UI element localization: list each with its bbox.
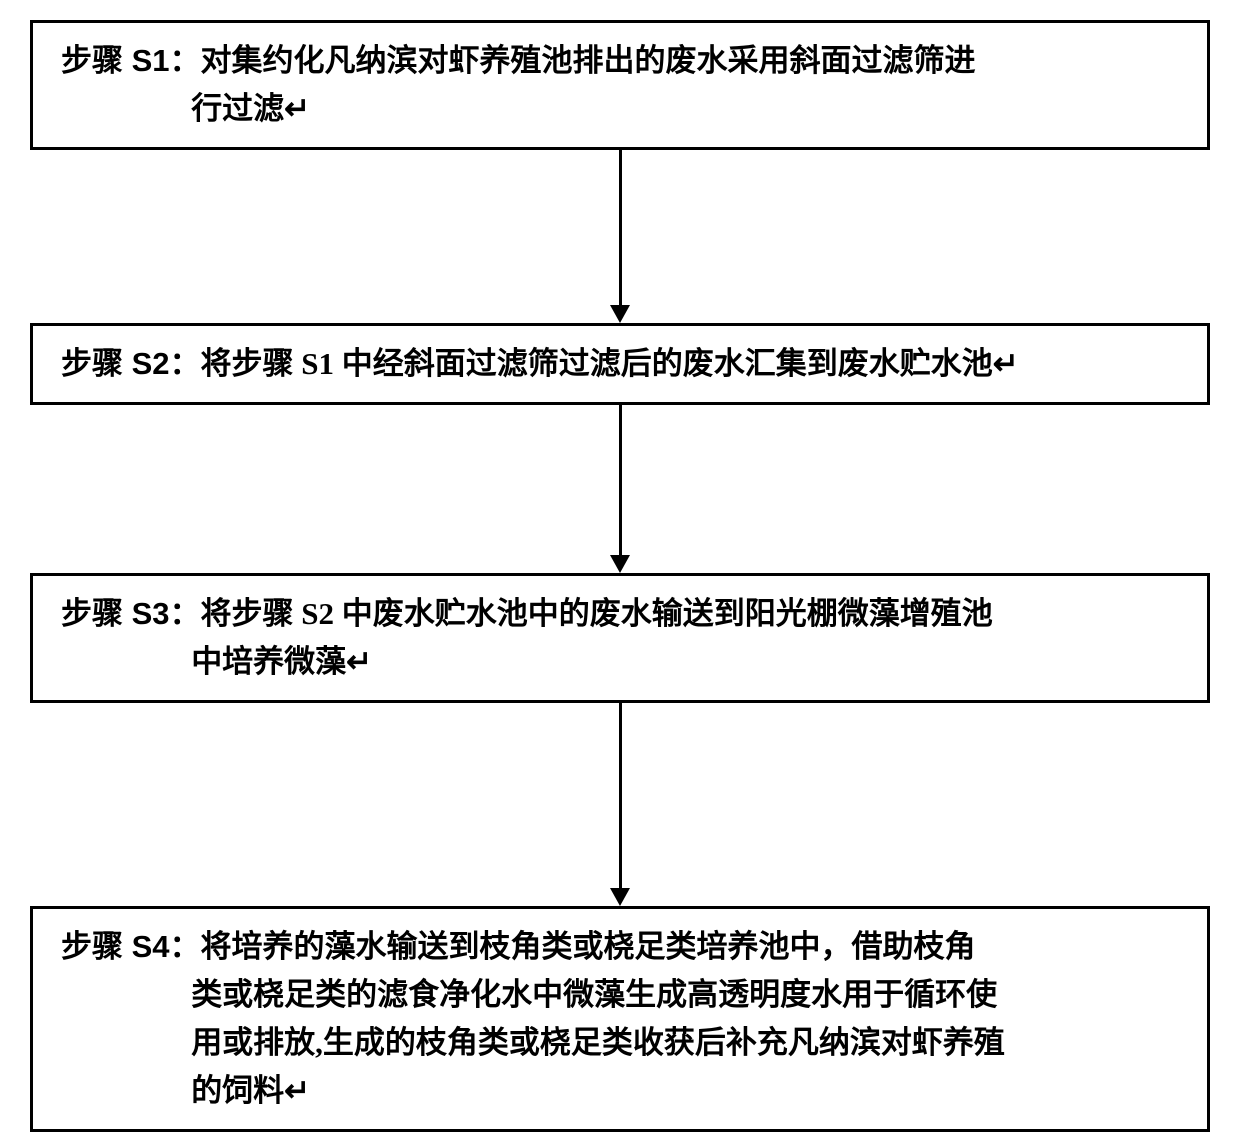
step-text-s4-line4: 的饲料↵ xyxy=(61,1067,1179,1115)
arrow-s1-s2 xyxy=(610,150,630,323)
arrow-line xyxy=(619,150,622,305)
step-text-s1-line1: 对集约化凡纳滨对虾养殖池排出的废水采用斜面过滤筛进 xyxy=(201,43,976,78)
step-label-s1: 步骤 S1： xyxy=(61,43,201,78)
arrow-s3-s4 xyxy=(610,703,630,906)
step-box-s3: 步骤 S3：将步骤 S2 中废水贮水池中的废水输送到阳光棚微藻增殖池 中培养微藻… xyxy=(30,573,1210,703)
step-box-s2: 步骤 S2：将步骤 S1 中经斜面过滤筛过滤后的废水汇集到废水贮水池↵ xyxy=(30,323,1210,405)
step-text-s4-line2: 类或桡足类的滤食净化水中微藻生成高透明度水用于循环使 xyxy=(61,971,1179,1019)
flowchart-container: 步骤 S1：对集约化凡纳滨对虾养殖池排出的废水采用斜面过滤筛进 行过滤↵ 步骤 … xyxy=(30,20,1210,1132)
step-label-s2: 步骤 S2： xyxy=(61,346,201,381)
step-label-s3: 步骤 S3： xyxy=(61,596,201,631)
arrow-head-icon xyxy=(610,888,630,906)
step-box-s1: 步骤 S1：对集约化凡纳滨对虾养殖池排出的废水采用斜面过滤筛进 行过滤↵ xyxy=(30,20,1210,150)
arrow-s2-s3 xyxy=(610,405,630,573)
arrow-head-icon xyxy=(610,555,630,573)
step-text-s4-line1: 将培养的藻水输送到枝角类或桡足类培养池中，借助枝角 xyxy=(201,929,976,964)
arrow-line xyxy=(619,405,622,555)
step-text-s3-line2: 中培养微藻↵ xyxy=(61,638,1179,686)
step-label-s4: 步骤 S4： xyxy=(61,929,201,964)
step-box-s4: 步骤 S4：将培养的藻水输送到枝角类或桡足类培养池中，借助枝角 类或桡足类的滤食… xyxy=(30,906,1210,1132)
arrow-line xyxy=(619,703,622,888)
arrow-head-icon xyxy=(610,305,630,323)
step-text-s1-line2: 行过滤↵ xyxy=(61,85,1179,133)
step-text-s2-line1: 将步骤 S1 中经斜面过滤筛过滤后的废水汇集到废水贮水池↵ xyxy=(201,346,1019,381)
step-text-s3-line1: 将步骤 S2 中废水贮水池中的废水输送到阳光棚微藻增殖池 xyxy=(201,596,993,631)
step-text-s4-line3: 用或排放,生成的枝角类或桡足类收获后补充凡纳滨对虾养殖 xyxy=(61,1019,1179,1067)
